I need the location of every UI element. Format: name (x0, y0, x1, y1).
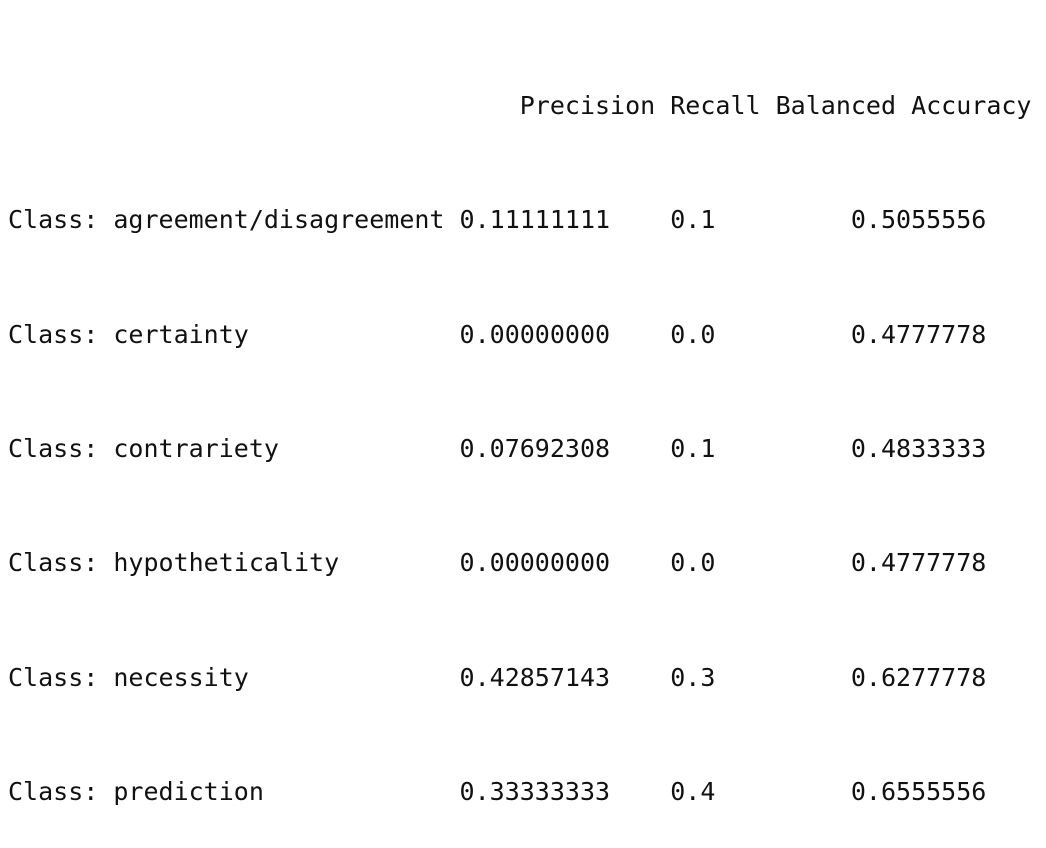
table-row: Class: hypotheticality 0.00000000 0.0 0.… (8, 548, 987, 578)
table-row: Class: agreement/disagreement 0.11111111… (8, 205, 987, 235)
clipped-previous-line (80, 0, 210, 4)
table-row: Class: prediction 0.33333333 0.4 0.65555… (8, 776, 987, 806)
table-row: Class: contrariety 0.07692308 0.1 0.4833… (8, 434, 987, 464)
table-header: Precision Recall Balanced Accuracy (8, 91, 1032, 121)
table-row: Class: certainty 0.00000000 0.0 0.477777… (8, 319, 987, 349)
table-row: Class: necessity 0.42857143 0.3 0.627777… (8, 662, 987, 692)
console-output: Precision Recall Balanced Accuracy Class… (8, 11, 1032, 848)
